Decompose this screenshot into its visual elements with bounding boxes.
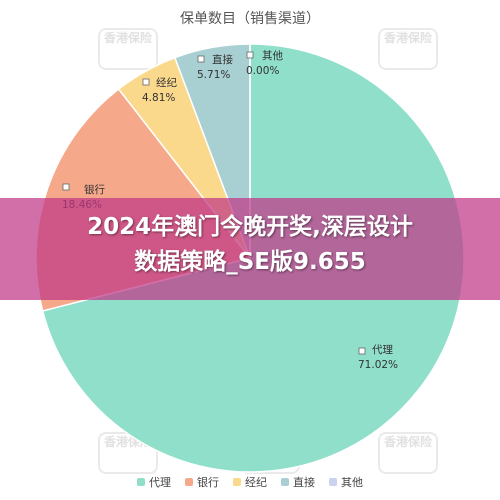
legend-label: 经纪 (245, 476, 267, 489)
banner-line-1: 2024年澳门今晚开奖,深层设计 (87, 214, 413, 240)
slice-value-label: 5.71% (197, 69, 230, 81)
overlay-banner (0, 198, 500, 300)
banner-line-2: 数据策略_SE版9.655 (134, 249, 366, 275)
watermark-logo: 香港保险 (378, 28, 438, 70)
legend-item[interactable]: 代理 (137, 474, 171, 490)
slice-value-label: 71.02% (358, 359, 398, 371)
legend-label: 银行 (197, 476, 219, 489)
legend-item[interactable]: 直接 (281, 474, 315, 490)
legend-item[interactable]: 其他 (329, 474, 363, 490)
watermark-logo: 香港保险 (98, 28, 158, 70)
slice-label-marker (246, 51, 254, 59)
chart-legend: 代理 银行 经纪 直接 其他 (0, 474, 500, 490)
legend-swatch (137, 478, 145, 486)
legend-swatch (233, 478, 241, 486)
slice-label-marker (142, 78, 150, 86)
legend-swatch (329, 478, 337, 486)
watermark-logo: 香港保险 (378, 432, 438, 474)
legend-label: 直接 (293, 476, 315, 489)
slice-category-label: 其他 (262, 49, 283, 62)
slice-value-label: 0.00% (246, 65, 279, 77)
slice-label-marker (197, 55, 205, 63)
legend-swatch (281, 478, 289, 486)
legend-label: 其他 (341, 476, 363, 489)
slice-category-label: 代理 (372, 344, 393, 356)
slice-label-marker (62, 183, 70, 191)
legend-item[interactable]: 银行 (185, 474, 219, 490)
banner-headline: 2024年澳门今晚开奖,深层设计 数据策略_SE版9.655 (10, 210, 490, 280)
slice-value-label: 4.81% (142, 92, 175, 104)
legend-item[interactable]: 经纪 (233, 474, 267, 490)
slice-category-label: 直接 (212, 53, 233, 66)
legend-label: 代理 (149, 476, 171, 489)
slice-category-label: 银行 (84, 183, 105, 196)
slice-label-marker (358, 347, 366, 355)
chart-title: 保单数目（销售渠道） (180, 11, 320, 27)
slice-category-label: 经纪 (156, 76, 177, 89)
legend-swatch (185, 478, 193, 486)
